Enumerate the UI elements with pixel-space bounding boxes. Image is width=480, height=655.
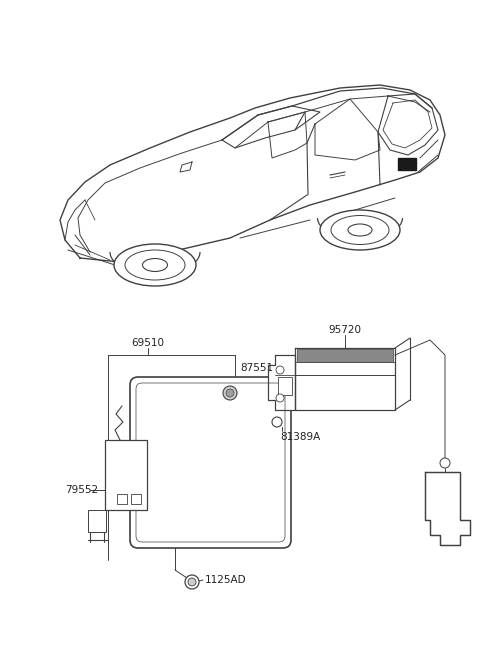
- Bar: [398, 158, 416, 170]
- Ellipse shape: [143, 259, 168, 272]
- Circle shape: [185, 575, 199, 589]
- Ellipse shape: [125, 250, 185, 280]
- Ellipse shape: [331, 215, 389, 244]
- Text: 79552: 79552: [65, 485, 98, 495]
- Ellipse shape: [114, 244, 196, 286]
- Bar: [117, 494, 127, 504]
- Text: 1125AD: 1125AD: [205, 575, 247, 585]
- Ellipse shape: [348, 224, 372, 236]
- Polygon shape: [268, 355, 295, 410]
- Circle shape: [226, 389, 234, 397]
- Circle shape: [188, 578, 196, 586]
- Text: 81389A: 81389A: [280, 432, 320, 442]
- Bar: [131, 494, 141, 504]
- Polygon shape: [425, 472, 470, 545]
- Bar: [278, 377, 292, 395]
- FancyBboxPatch shape: [130, 377, 291, 548]
- Bar: [105, 440, 147, 510]
- Text: 95720: 95720: [328, 325, 361, 335]
- Circle shape: [276, 394, 284, 402]
- Text: 69510: 69510: [132, 338, 165, 348]
- Text: 87551: 87551: [240, 363, 273, 373]
- Ellipse shape: [320, 210, 400, 250]
- Circle shape: [272, 417, 282, 427]
- Bar: [297, 349, 393, 362]
- Bar: [88, 510, 106, 532]
- Circle shape: [223, 386, 237, 400]
- Circle shape: [276, 366, 284, 374]
- Circle shape: [440, 458, 450, 468]
